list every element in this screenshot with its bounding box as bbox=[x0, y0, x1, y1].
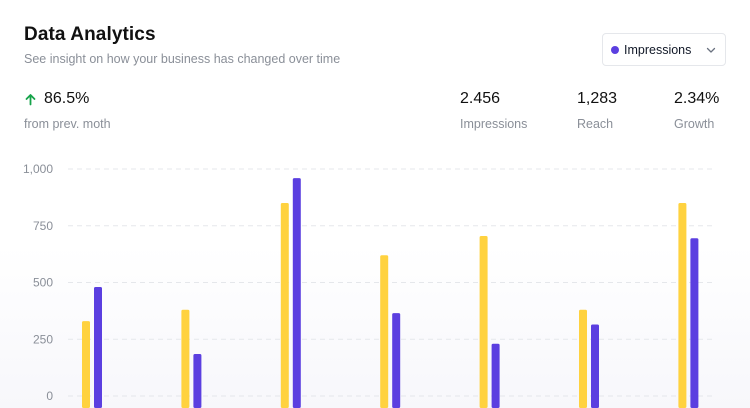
bar-chart: 1,000 750 500 250 0 bbox=[23, 162, 716, 408]
y-tick-label: 500 bbox=[33, 276, 53, 290]
bar-series-1 bbox=[678, 203, 687, 408]
arrow-up-icon bbox=[25, 93, 36, 105]
bar-series-2 bbox=[193, 354, 202, 408]
stat-impressions: 2.456 Impressions bbox=[460, 90, 527, 131]
metric-select-label: Impressions bbox=[624, 42, 692, 57]
page-title: Data Analytics bbox=[24, 24, 156, 45]
bar-series-2 bbox=[491, 343, 500, 408]
bar-series-1 bbox=[82, 321, 90, 408]
bar-series-2 bbox=[292, 178, 301, 408]
growth-kpi: 86.5% from prev. moth bbox=[24, 90, 111, 131]
bar-series-1 bbox=[280, 203, 289, 408]
bar-series-1 bbox=[479, 235, 488, 408]
kpi-caption: from prev. moth bbox=[24, 117, 111, 131]
page-subtitle: See insight on how your business has cha… bbox=[24, 52, 341, 66]
stat-reach: 1,283 Reach bbox=[577, 90, 617, 131]
stat-label: Reach bbox=[577, 117, 614, 131]
bar-series-2 bbox=[392, 313, 401, 408]
stat-label: Impressions bbox=[460, 117, 528, 131]
y-tick-label: 1,000 bbox=[23, 162, 53, 176]
stat-value: 2.34% bbox=[674, 90, 720, 107]
header: Data Analytics See insight on how your b… bbox=[24, 24, 340, 66]
metric-select[interactable]: Impressions bbox=[602, 33, 726, 66]
series-dot-icon bbox=[611, 45, 619, 54]
bar-series-1 bbox=[579, 309, 587, 408]
bar-series-2 bbox=[94, 287, 102, 408]
stat-label: Growth bbox=[674, 117, 715, 131]
y-tick-label: 0 bbox=[46, 389, 53, 403]
stat-value: 2.456 bbox=[460, 90, 501, 107]
stat-value: 1,283 bbox=[577, 90, 618, 107]
bar-series-2 bbox=[591, 324, 599, 408]
bar-series-2 bbox=[690, 238, 699, 408]
y-tick-label: 250 bbox=[33, 332, 53, 346]
y-tick-label: 750 bbox=[33, 219, 53, 233]
bar-series-1 bbox=[181, 309, 190, 408]
stat-growth: 2.34% Growth bbox=[674, 90, 719, 131]
chevron-down-icon bbox=[706, 47, 716, 53]
bar-series-1 bbox=[380, 255, 389, 408]
kpi-value: 86.5% bbox=[44, 90, 90, 107]
